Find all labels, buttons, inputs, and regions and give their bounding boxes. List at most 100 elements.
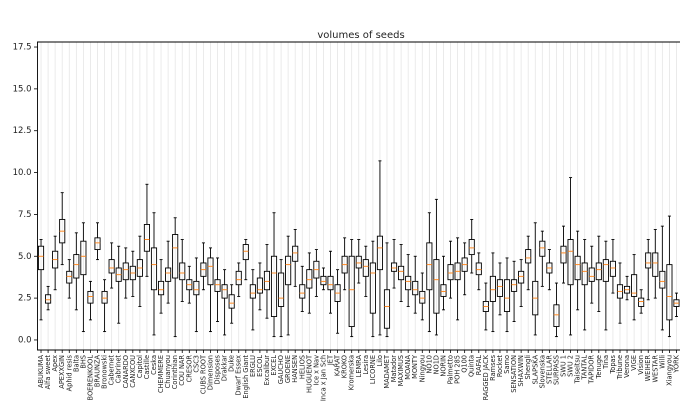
box (496, 279, 504, 297)
x-tick-label: Tribune (616, 355, 624, 380)
box (285, 255, 292, 286)
box (433, 259, 440, 314)
x-tick-label: CUBS ROOT (199, 354, 207, 394)
x-tick-label: Aphid resis (65, 354, 73, 391)
box (299, 284, 306, 299)
box (66, 270, 73, 284)
box (207, 257, 214, 286)
x-tick-label: Taiseitsu (574, 355, 582, 384)
x-tick-label: NORIN (439, 355, 447, 377)
x-tick-label: CRESOR (185, 355, 193, 383)
x-tick-label: Tina (602, 355, 610, 370)
y-tick-label: 12.5 (13, 126, 32, 136)
y-tick-label: 7.5 (18, 210, 32, 220)
y-tick-label: 2.5 (18, 294, 32, 304)
box (292, 245, 299, 262)
box (659, 270, 666, 289)
box (235, 270, 242, 286)
x-tick-label: CANARDO (122, 355, 130, 388)
box (426, 242, 433, 291)
box (80, 240, 87, 276)
chart-title: volumes of seeds (317, 30, 404, 41)
box (362, 259, 369, 277)
x-tick-label: YORK (672, 354, 680, 373)
box (45, 294, 52, 304)
x-tick-label: MADAMET (383, 354, 391, 389)
x-tick-label: TAPIDOR (588, 355, 596, 385)
x-tick-label: SWU 1 (560, 355, 568, 377)
x-tick-label: Rocket (496, 355, 504, 378)
x-tick-label: COU NAR (178, 355, 186, 386)
x-tick-label: Excalibur (263, 355, 271, 386)
x-tick-label: Ramses (489, 354, 497, 380)
box (150, 247, 158, 291)
box (419, 290, 426, 304)
x-tick-label: Chuanyou (164, 355, 172, 388)
x-tick-label: Ceska (150, 355, 158, 375)
x-tick-label: HUGUENOT (305, 354, 313, 393)
box (122, 262, 129, 281)
x-tick-label: Xiangyou (665, 355, 673, 386)
x-tick-label: Apex (51, 355, 59, 372)
box (193, 280, 200, 296)
x-tick-label: Vision (637, 355, 645, 375)
box (581, 262, 588, 286)
x-tick-label: Inca x Jan Sch (319, 355, 327, 401)
x-tick-label: RAGGED JACK (482, 354, 490, 400)
box (278, 272, 285, 307)
box (101, 290, 108, 304)
y-tick-label: 5.0 (18, 252, 32, 262)
box (666, 264, 673, 321)
x-tick-label: SENSATION (510, 355, 518, 393)
box (652, 252, 659, 277)
x-tick-label: Castille (143, 355, 151, 379)
x-tick-label: HELIOS (298, 355, 306, 379)
box (221, 284, 228, 299)
x-tick-label: CHEMMERE (157, 355, 165, 393)
box (327, 275, 334, 291)
box (383, 289, 391, 329)
x-tick-label: KARAT (334, 354, 342, 376)
box (306, 269, 313, 289)
x-tick-label: HANSEN (291, 355, 299, 383)
box (256, 277, 263, 294)
x-tick-label: RAFAL (475, 355, 483, 376)
x-tick-label: ESCOL (256, 355, 264, 377)
x-tick-label: GAUCHO (277, 355, 285, 384)
x-tick-label: JET (327, 354, 335, 366)
x-tick-label: KROKO (341, 355, 349, 378)
box (468, 239, 475, 256)
x-tick-label: Slovenska (538, 355, 546, 388)
box (158, 280, 165, 296)
box (553, 304, 560, 328)
x-tick-label: BRAUNZA (94, 355, 102, 388)
box (348, 255, 355, 328)
box (242, 244, 249, 261)
box (398, 265, 405, 281)
x-tick-label: Balta (72, 355, 80, 372)
x-tick-label: Dwarf Essex (235, 355, 243, 396)
box (143, 224, 150, 252)
x-tick-label: Dimension (206, 355, 214, 390)
box (609, 260, 616, 277)
box (270, 255, 278, 317)
box (539, 240, 546, 257)
box (412, 280, 419, 296)
x-tick-label: SURPASS (552, 355, 560, 385)
x-tick-label: Duke (228, 355, 236, 372)
box (165, 267, 172, 282)
box (320, 275, 327, 286)
box (525, 249, 532, 264)
box (440, 284, 447, 297)
x-tick-label: ABUKUMA (37, 355, 45, 389)
box (503, 279, 511, 312)
box (249, 284, 256, 299)
box (602, 259, 609, 282)
x-tick-label: Samo (503, 355, 511, 374)
x-tick-label: SLAPSKA (531, 355, 539, 385)
box (511, 279, 518, 292)
x-tick-label: Disposes (214, 354, 222, 384)
box (108, 259, 115, 274)
x-tick-label: Matador (390, 355, 398, 383)
